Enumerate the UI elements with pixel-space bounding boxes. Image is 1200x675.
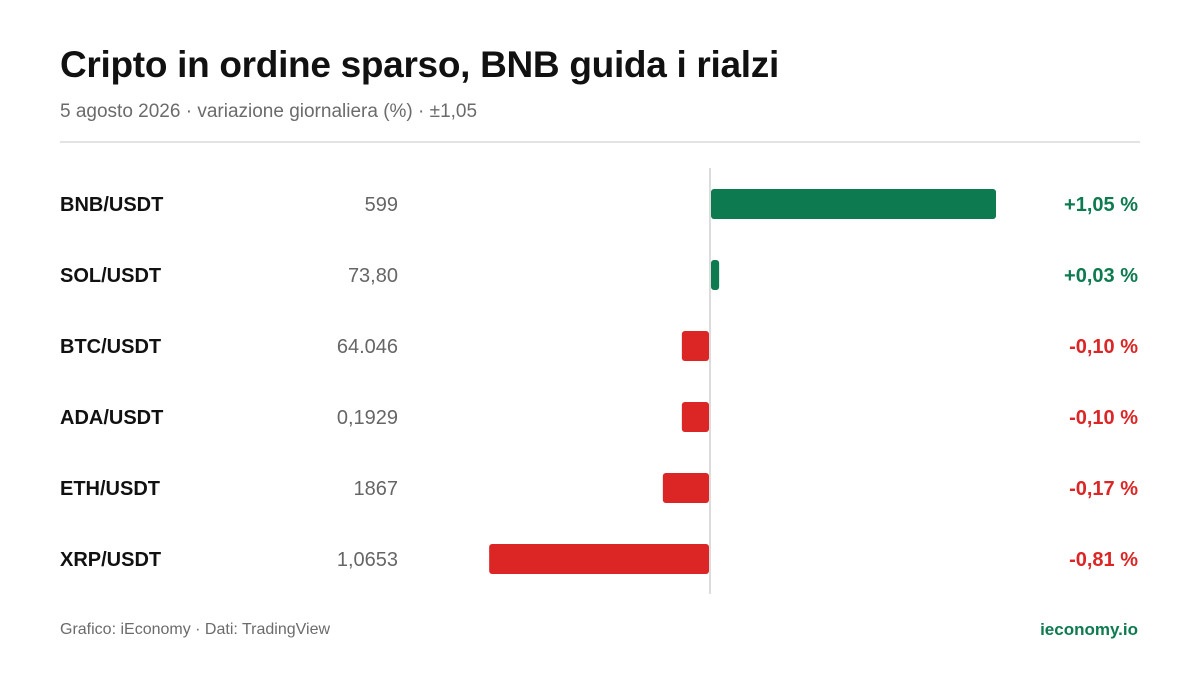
category-label: BNB/USDT <box>60 194 163 216</box>
value-label: -0,10 % <box>1069 336 1138 358</box>
bar-btc-usdt <box>681 331 709 361</box>
value-label: -0,81 % <box>1069 549 1138 571</box>
price-label: 599 <box>365 194 398 216</box>
bar-bnb-usdt <box>711 189 996 219</box>
brand-link[interactable]: ieconomy.io <box>1040 620 1138 639</box>
source-credit: Grafico: iEconomy · Dati: TradingView <box>60 621 331 638</box>
value-label: +0,03 % <box>1064 265 1138 287</box>
chart-subtitle: 5 agosto 2026 · variazione giornaliera (… <box>60 101 478 122</box>
category-label: ADA/USDT <box>60 407 163 429</box>
category-label: SOL/USDT <box>60 265 161 287</box>
bar-eth-usdt <box>662 473 709 503</box>
category-label: XRP/USDT <box>60 549 161 571</box>
price-label: 73,80 <box>348 265 398 287</box>
price-label: 64.046 <box>337 336 398 358</box>
bar-sol-usdt <box>711 260 720 290</box>
bar-xrp-usdt <box>489 544 709 574</box>
price-label: 1867 <box>354 478 399 500</box>
price-label: 0,1929 <box>337 407 398 429</box>
value-label: -0,10 % <box>1069 407 1138 429</box>
header-divider <box>60 141 1140 143</box>
price-label: 1,0653 <box>337 549 398 571</box>
bar-ada-usdt <box>681 402 709 432</box>
chart-title: Cripto in ordine sparso, BNB guida i ria… <box>60 44 779 85</box>
category-label: ETH/USDT <box>60 478 160 500</box>
value-label: +1,05 % <box>1064 194 1138 216</box>
value-label: -0,17 % <box>1069 478 1138 500</box>
category-label: BTC/USDT <box>60 336 161 358</box>
